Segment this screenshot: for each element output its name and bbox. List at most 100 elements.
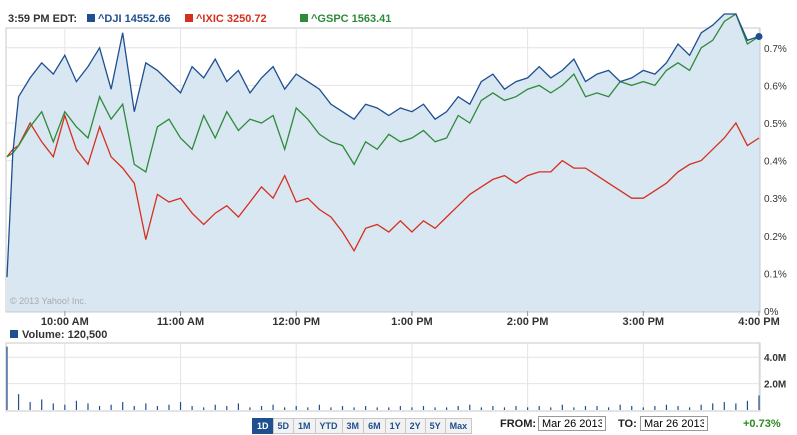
change-percent: +0.73% — [743, 418, 781, 430]
volume-bar — [122, 402, 124, 410]
volume-bar — [538, 406, 540, 410]
dji-legend-swatch — [87, 14, 95, 22]
volume-bar — [133, 406, 135, 410]
volume-bar — [98, 406, 101, 410]
volume-bar — [561, 404, 563, 410]
gspc-legend-swatch — [300, 14, 308, 22]
volume-bar — [353, 407, 355, 410]
volume-bar — [619, 404, 621, 410]
range-button-1d[interactable]: 1D — [252, 418, 274, 434]
volume-bar — [318, 404, 320, 410]
volume-bar — [665, 404, 668, 410]
volume-bar — [758, 395, 760, 410]
volume-bar — [52, 403, 54, 410]
volume-bar — [295, 406, 297, 410]
from-date-input[interactable] — [538, 416, 606, 431]
volume-bar — [203, 407, 205, 410]
volume-bar — [712, 403, 714, 410]
x-tick-label: 10:00 AM — [41, 316, 89, 328]
y-tick-label: 0.1% — [764, 269, 787, 280]
volume-bar — [214, 404, 216, 410]
volume-bar — [723, 402, 725, 410]
x-tick-label: 11:00 AM — [157, 316, 204, 328]
range-button-1y[interactable]: 1Y — [384, 418, 406, 434]
y-tick-label: 0.6% — [764, 81, 787, 92]
y-tick-label: 0% — [764, 307, 779, 318]
volume-bar — [365, 406, 367, 410]
x-tick-label: 3:00 PM — [623, 316, 665, 328]
volume-bar — [168, 404, 170, 410]
volume-bar — [746, 400, 749, 410]
volume-bar — [330, 407, 332, 410]
from-label: FROM: — [500, 418, 537, 430]
volume-bar — [700, 404, 702, 410]
ixic-legend-swatch — [185, 14, 193, 22]
volume-bar — [469, 404, 471, 410]
range-button-ytd[interactable]: YTD — [314, 418, 343, 434]
volume-bar — [596, 406, 598, 410]
volume-bar — [41, 399, 43, 410]
volume-bar — [654, 406, 656, 410]
volume-bar — [446, 407, 448, 410]
volume-label: Volume: 120,500 — [22, 329, 107, 341]
volume-bar — [237, 403, 239, 410]
volume-bar — [75, 400, 78, 410]
volume-plot-frame — [5, 342, 761, 412]
dji-line — [6, 13, 760, 278]
watermark: © 2013 Yahoo! Inc. — [10, 296, 86, 306]
volume-bar — [272, 404, 274, 410]
x-tick-label: 4:00 PM — [738, 316, 780, 328]
volume-legend-swatch — [10, 330, 18, 338]
volume-bar — [608, 407, 610, 410]
range-button-6m[interactable]: 6M — [363, 418, 386, 434]
volume-bar — [631, 406, 633, 410]
volume-bar — [388, 407, 390, 410]
y-tick-label: 0.3% — [764, 194, 787, 205]
time-label: 3:59 PM EDT: — [8, 13, 77, 25]
volume-bar — [688, 407, 691, 410]
y-tick-label: 0.7% — [764, 44, 787, 55]
volume-bar — [284, 407, 286, 410]
volume-bar — [179, 402, 182, 410]
to-label: TO: — [618, 418, 637, 430]
volume-bar — [399, 406, 401, 410]
y-tick-label: 0.2% — [764, 232, 787, 243]
volume-bar — [87, 403, 89, 410]
dji-area-fill — [7, 14, 759, 311]
volume-bar — [480, 407, 482, 410]
gspc-line — [6, 13, 760, 173]
volume-bar — [17, 394, 20, 410]
volume-bar — [191, 406, 193, 410]
volume-bar — [226, 406, 228, 410]
volume-bar — [110, 404, 112, 410]
volume-bar — [249, 407, 251, 410]
to-date-input[interactable] — [640, 416, 708, 431]
range-button-max[interactable]: Max — [444, 418, 473, 434]
volume-bar — [307, 407, 309, 410]
volume-bar — [457, 406, 459, 410]
range-selector: 1D 5D 1M YTD 3M 6M 1Y 2Y 5Y Max — [252, 418, 473, 434]
volume-bar — [376, 407, 378, 410]
volume-bar — [145, 403, 147, 410]
range-button-2y[interactable]: 2Y — [404, 418, 426, 434]
x-tick-label: 1:00 PM — [391, 316, 433, 328]
range-button-3m[interactable]: 3M — [341, 418, 365, 434]
volume-bar — [573, 407, 575, 410]
volume-bar — [550, 407, 552, 410]
volume-bar — [677, 406, 679, 410]
y-tick-label: 0.5% — [764, 119, 787, 130]
range-button-5d[interactable]: 5D — [272, 418, 295, 434]
volume-tick-label: 2.0M — [764, 380, 786, 391]
volume-bar — [515, 406, 517, 410]
volume-bar — [422, 406, 425, 410]
gspc-legend-label: ^GSPC 1563.41 — [311, 13, 391, 25]
dji-end-marker — [755, 33, 763, 41]
range-button-5y[interactable]: 5Y — [424, 418, 446, 434]
range-button-1m[interactable]: 1M — [293, 418, 316, 434]
volume-bar — [434, 407, 436, 410]
volume-bar — [584, 406, 587, 410]
y-tick-label: 0.4% — [764, 157, 787, 168]
volume-bar — [735, 403, 737, 410]
volume-bar — [156, 406, 158, 410]
